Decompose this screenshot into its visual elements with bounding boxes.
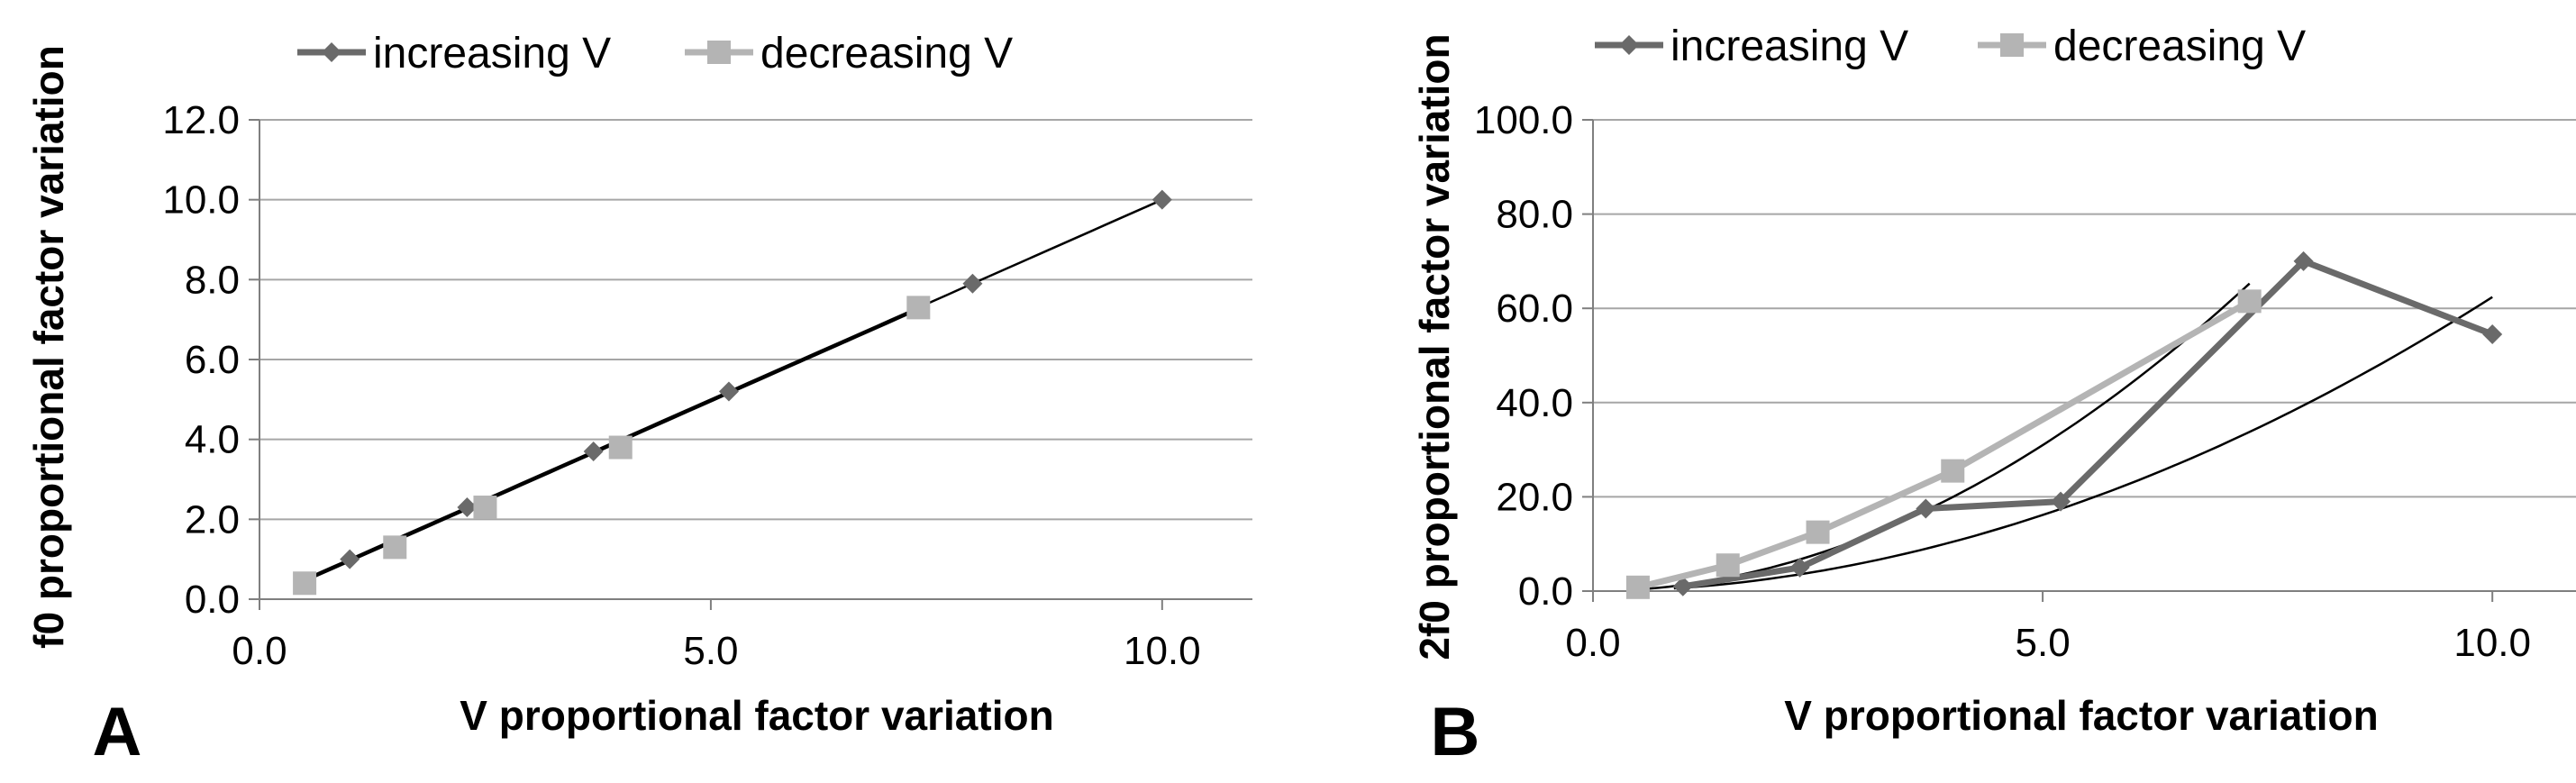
series-line [1682,258,2494,590]
data-point-diamond [2482,323,2503,344]
data-point-diamond [1151,189,1172,210]
panel-label: B [1431,694,1480,770]
x-tick-label: 10.0 [2453,621,2531,665]
y-tick-label: 6.0 [185,338,240,382]
trendline [1673,296,2493,590]
data-point-square [383,535,407,560]
x-tick-label: 0.0 [1565,621,1620,665]
y-axis-label: f0 proportional factor variation [25,45,72,649]
data-point-diamond [962,273,983,294]
y-tick-label: 80.0 [1496,193,1573,237]
data-point-diamond [340,549,360,569]
data-point-diamond [2293,250,2314,271]
panel-label: A [93,694,142,770]
data-point-diamond [457,497,478,518]
legend-marker-diamond [1619,35,1639,55]
data-point-diamond [1916,498,1936,519]
data-point-diamond [1789,557,1810,578]
y-tick-label: 8.0 [185,258,240,302]
data-point-square [906,296,931,320]
data-point-square [293,571,317,596]
y-tick-label: 0.0 [185,578,240,622]
y-tick-label: 0.0 [1518,569,1573,614]
data-point-square [473,496,497,520]
legend-marker-square [707,41,731,64]
legend-marker-diamond [322,42,341,62]
y-tick-label: 20.0 [1496,475,1573,519]
x-tick-label: 0.0 [232,629,287,673]
x-tick-label: 5.0 [683,629,738,673]
y-tick-label: 4.0 [185,418,240,462]
x-tick-label: 5.0 [2016,621,2071,665]
data-point-diamond [583,441,604,461]
data-point-diamond [2051,491,2071,512]
legend-label: increasing V [373,30,611,77]
data-point-square [608,435,633,460]
data-point-diamond [718,381,739,402]
y-tick-label: 60.0 [1496,287,1573,331]
legend-marker-square [2000,33,2024,57]
chart-panel-a: 0.0 2.0 4.0 6.0 8.0 10.0 12.0 0.0 5.0 10.0 V propo… [25,30,1252,770]
x-axis-label: V proportional factor variation [1784,692,2378,739]
legend-label: decreasing V [760,30,1013,77]
y-tick-label: 100.0 [1474,98,1573,142]
x-tick-label: 10.0 [1124,629,1201,673]
y-tick-label: 40.0 [1496,381,1573,425]
x-axis-label: V proportional factor variation [460,692,1053,739]
data-point-square [1941,459,1965,483]
y-tick-label: 12.0 [162,98,240,142]
y-axis-label: 2f0 proportional factor variation [1411,33,1458,660]
data-point-square [1625,575,1650,599]
legend-label: increasing V [1670,23,1908,70]
data-point-diamond [1672,576,1693,596]
data-point-square [1716,553,1740,578]
legend-label: decreasing V [2053,23,2306,70]
chart-panel-b: 0.0 20.0 40.0 60.0 80.0 100.0 0.0 5.0 10.0 V prop… [1411,23,2576,770]
y-tick-label: 2.0 [185,497,240,542]
data-point-square [2237,289,2262,314]
y-tick-label: 10.0 [162,178,240,223]
data-point-square [1806,520,1830,544]
